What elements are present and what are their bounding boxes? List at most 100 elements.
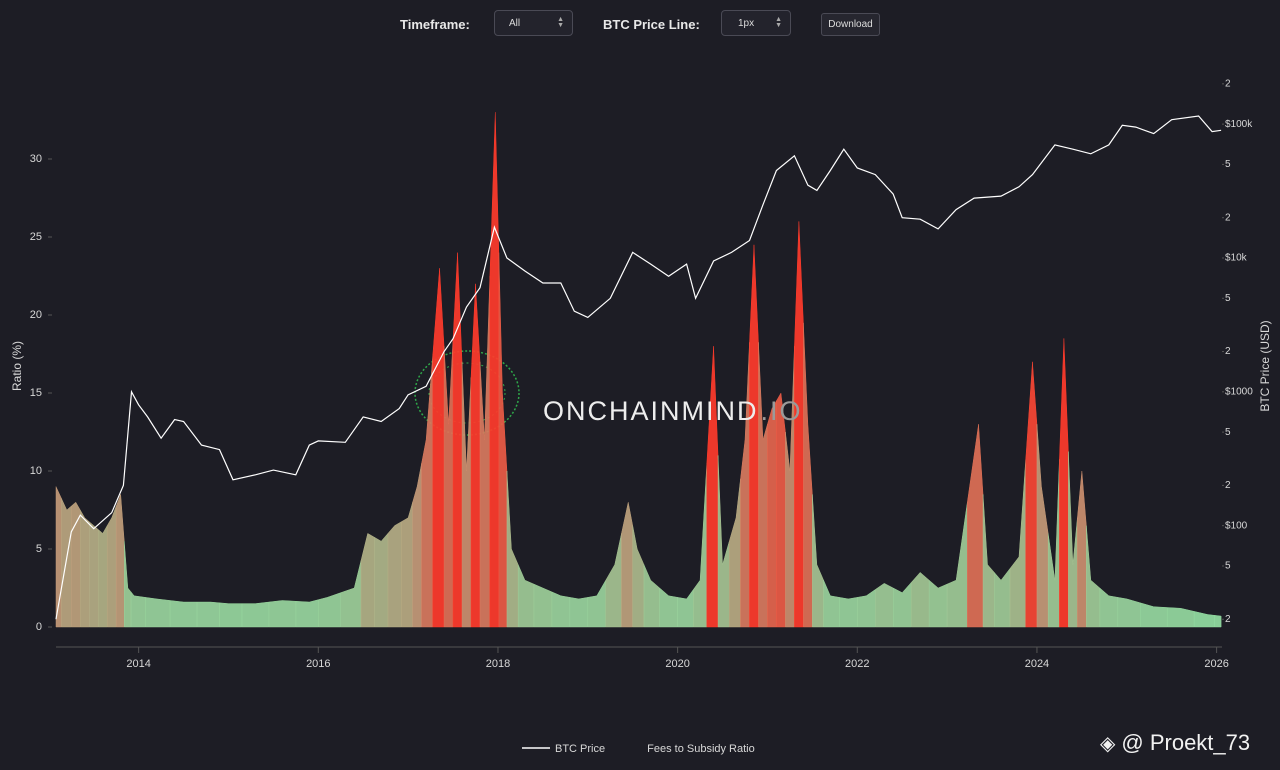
ratio-segment bbox=[268, 600, 297, 628]
watermark bbox=[414, 350, 520, 436]
ratio-segment bbox=[982, 494, 995, 628]
ratio-segment bbox=[145, 597, 171, 628]
ratio-segment bbox=[857, 589, 876, 628]
ratio-segment bbox=[812, 494, 824, 628]
ratio-segment bbox=[1166, 607, 1195, 628]
ratio-segment bbox=[169, 600, 198, 628]
ratio-segment bbox=[1077, 470, 1087, 628]
timeframe-label: Timeframe: bbox=[400, 16, 470, 32]
x-tick-label: 2026 bbox=[1204, 658, 1228, 670]
ratio-segment bbox=[533, 583, 553, 628]
ratio-segment bbox=[1214, 615, 1222, 628]
y2-tick-label: 5 bbox=[1225, 427, 1231, 438]
ratio-segment bbox=[1086, 525, 1101, 628]
ratio-segment bbox=[785, 346, 795, 628]
y2-tick-label: 2 bbox=[1225, 78, 1231, 89]
ratio-segment bbox=[994, 567, 1011, 628]
y-tick-label: 25 bbox=[30, 231, 42, 243]
y-tick-label: 0 bbox=[36, 621, 42, 633]
credit: ◈ @ Proekt_73 bbox=[1100, 730, 1250, 756]
ratio-segment bbox=[749, 244, 759, 628]
y2-tick-label: $100k bbox=[1225, 119, 1253, 130]
y-tick-label: 15 bbox=[30, 387, 42, 399]
ratio-segment bbox=[443, 338, 454, 628]
y2-tick-label: $100 bbox=[1225, 520, 1248, 531]
ratio-segment bbox=[374, 532, 389, 628]
ratio-segment bbox=[1099, 587, 1119, 628]
ratio-segment bbox=[360, 533, 375, 628]
ratio-segment bbox=[88, 521, 99, 628]
select-arrows: ▲ ▼ bbox=[775, 16, 782, 29]
ratio-segment bbox=[401, 502, 413, 628]
ratio-segment bbox=[506, 470, 519, 628]
y2-tick-label: 2 bbox=[1225, 346, 1231, 357]
ratio-segment bbox=[387, 521, 402, 628]
ratio-segment bbox=[729, 478, 741, 628]
y2-tick-label: 5 bbox=[1225, 561, 1231, 572]
ratio-segment bbox=[677, 588, 694, 628]
y2-tick-label: 5 bbox=[1225, 293, 1231, 304]
ratio-segment bbox=[758, 342, 768, 628]
ratio-segment bbox=[1025, 361, 1038, 628]
download-button[interactable]: Download bbox=[821, 13, 880, 36]
ratio-segment bbox=[1117, 597, 1141, 628]
credit-icon: ◈ bbox=[1100, 733, 1116, 755]
ratio-segment bbox=[910, 572, 930, 628]
ratio-segment bbox=[421, 353, 434, 628]
y2-tick-label: $1000 bbox=[1225, 386, 1253, 397]
ratio-segment bbox=[794, 221, 804, 628]
brain-icon bbox=[414, 350, 520, 436]
ratio-segment bbox=[632, 525, 645, 628]
credit-text: @ Proekt_73 bbox=[1121, 730, 1251, 755]
ratio-segment bbox=[803, 322, 813, 628]
price-line-select[interactable]: 1px ▲ ▼ bbox=[721, 10, 791, 36]
ratio-segment bbox=[776, 392, 786, 628]
ratio-segment bbox=[605, 533, 622, 628]
ratio-segment bbox=[489, 112, 500, 628]
ratio-segment bbox=[517, 564, 535, 628]
y2-tick-label: 2 bbox=[1225, 480, 1231, 491]
ratio-segment bbox=[461, 361, 472, 628]
ratio-segment bbox=[1068, 451, 1078, 628]
ratio-segment bbox=[452, 252, 463, 628]
y2-axis-label: BTC Price (USD) bbox=[1258, 320, 1272, 411]
timeframe-select[interactable]: All ▲ ▼ bbox=[494, 10, 573, 36]
ratio-segment bbox=[470, 283, 481, 628]
y2-tick-label: 2 bbox=[1225, 212, 1231, 223]
ratio-segment bbox=[1140, 602, 1168, 628]
ratio-segment bbox=[551, 591, 571, 628]
ratio-segment bbox=[97, 524, 108, 628]
ratio-segment bbox=[1036, 424, 1049, 628]
ratio-segment bbox=[621, 502, 633, 628]
ratio-segment bbox=[892, 581, 912, 628]
ratio-segment bbox=[693, 463, 708, 628]
x-tick-label: 2024 bbox=[1025, 658, 1049, 670]
price-line-value: 1px bbox=[738, 17, 755, 29]
x-tick-label: 2014 bbox=[126, 658, 150, 670]
ratio-segment bbox=[767, 399, 777, 628]
y2-tick-label: $10k bbox=[1225, 253, 1248, 264]
y-tick-label: 20 bbox=[30, 309, 42, 321]
ratio-segment bbox=[295, 599, 319, 628]
ratio-segment bbox=[71, 501, 81, 628]
ratio-segment bbox=[587, 579, 607, 628]
y2-tick-label: 2 bbox=[1225, 614, 1231, 625]
price-line-label: BTC Price Line: bbox=[603, 16, 700, 32]
ratio-segment bbox=[432, 268, 445, 628]
brain-icon-inner bbox=[428, 362, 506, 424]
x-tick-label: 2020 bbox=[665, 658, 689, 670]
legend-label: BTC Price bbox=[555, 743, 605, 755]
ratio-segment bbox=[412, 463, 422, 628]
ratio-segment bbox=[1193, 611, 1215, 628]
ratio-segment bbox=[1047, 459, 1060, 628]
y-tick-label: 30 bbox=[30, 153, 42, 165]
x-tick-label: 2018 bbox=[486, 658, 510, 670]
y-axis-label: Ratio (%) bbox=[10, 341, 24, 391]
ratio-segment bbox=[967, 424, 984, 628]
ratio-segment bbox=[80, 509, 90, 628]
ratio-segment bbox=[569, 597, 589, 628]
watermark-suffix: .IO bbox=[761, 396, 803, 426]
timeframe-value: All bbox=[509, 17, 521, 29]
x-tick-label: 2016 bbox=[306, 658, 330, 670]
ratio-segment bbox=[659, 587, 678, 628]
